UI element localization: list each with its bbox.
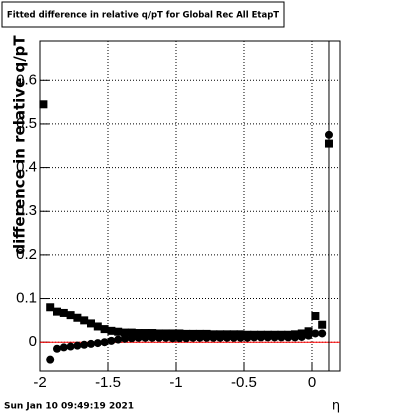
circle-marker [168,334,177,343]
circle-marker [141,333,150,342]
circle-marker [318,329,327,338]
circle-marker [304,331,313,340]
circle-marker [195,333,204,342]
square-marker [318,320,327,329]
square-marker [182,329,191,338]
circle-marker [216,333,225,342]
circle-marker [127,334,136,343]
circle-marker [229,333,238,342]
circle-marker [250,333,259,342]
square-marker [161,329,170,338]
circle-marker [243,333,252,342]
square-marker [100,325,109,334]
square-marker [86,319,95,328]
circle-marker [66,342,75,351]
y-tick-label: 0 [29,333,37,350]
circle-marker [222,333,231,342]
circle-marker [46,355,55,364]
circle-marker [59,343,68,352]
circle-marker [175,334,184,343]
circle-marker [182,334,191,343]
square-marker [114,327,123,336]
y-tick-label: 0.2 [16,246,37,263]
circle-marker [277,333,286,342]
square-marker [175,329,184,338]
square-marker [304,327,313,336]
circle-marker [107,336,116,345]
circle-marker [100,338,109,347]
square-marker [73,313,82,322]
square-marker [134,329,143,338]
circle-marker [134,333,143,342]
square-marker [154,329,163,338]
circle-marker [188,333,197,342]
square-marker [39,100,48,109]
circle-marker [256,333,265,342]
square-marker [52,307,61,316]
square-marker [107,326,116,335]
circle-marker [202,333,211,342]
timestamp: Sun Jan 10 09:49:19 2021 [4,402,134,412]
square-marker [168,329,177,338]
square-marker [120,328,129,337]
circle-marker [93,339,102,348]
circle-marker [120,334,129,343]
y-tick-label: 0.3 [16,202,37,219]
square-marker [127,328,136,337]
circle-marker [154,333,163,342]
circle-marker [270,333,279,342]
circle-marker [114,335,123,344]
square-marker [324,139,333,148]
circle-marker [80,340,89,349]
y-axis-label: difference in relative q/pT [11,35,29,255]
square-marker [66,311,75,320]
y-tick-label: 0.5 [16,115,37,132]
x-axis-label: η [332,399,340,414]
circle-marker [290,333,299,342]
title-box [1,1,285,28]
x-tick-label: 0 [308,374,316,391]
x-tick-label: -2 [33,374,46,391]
circle-marker [86,339,95,348]
circle-marker [52,344,61,353]
square-marker [311,312,320,320]
square-marker [93,322,102,331]
square-marker [148,329,157,338]
circle-marker [73,341,82,350]
x-tick-label: -1.5 [95,374,121,391]
square-marker [141,329,150,338]
chart-title: Fitted difference in relative q/pT for G… [7,11,279,21]
circle-marker [284,333,293,342]
y-tick-label: 0.1 [16,290,37,307]
x-tick-label: -0.5 [231,374,257,391]
y-tick-label: 0.6 [16,71,37,88]
square-marker [46,303,55,312]
circle-marker [236,333,245,342]
x-tick-label: -1 [169,374,182,391]
circle-marker [311,329,320,338]
square-marker [80,316,89,325]
circle-marker [324,130,333,139]
y-tick-label: 0.4 [16,159,37,176]
circle-marker [209,333,218,342]
circle-marker [161,333,170,342]
circle-marker [297,332,306,341]
square-marker [59,308,68,317]
circle-marker [263,333,272,342]
circle-marker [148,333,157,342]
